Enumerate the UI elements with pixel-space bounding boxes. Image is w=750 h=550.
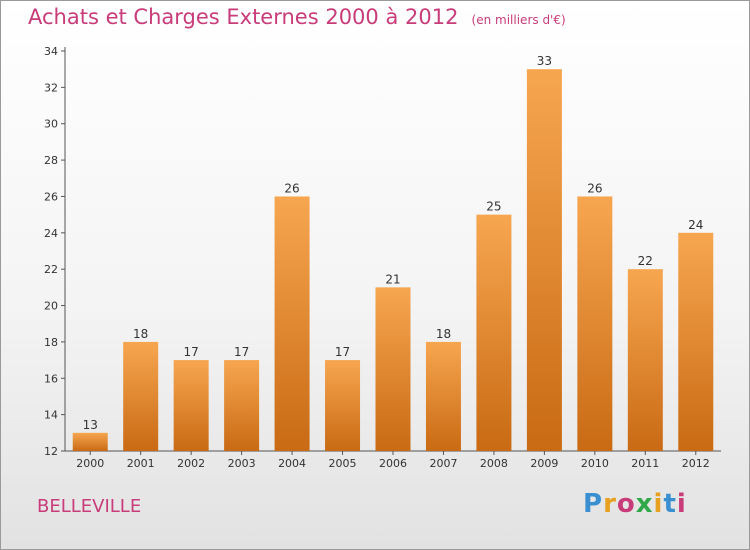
x-tick-label: 2003 [228,457,256,470]
bar [678,232,714,451]
data-label: 17 [184,345,199,359]
x-tick-label: 2000 [76,457,104,470]
y-tick-label: 26 [44,190,58,203]
y-tick-label: 34 [44,45,58,58]
x-tick-label: 2004 [278,457,306,470]
logo-letter: r [603,489,617,519]
bar [627,269,663,451]
y-tick-label: 18 [44,336,58,349]
y-tick-label: 20 [44,300,58,313]
x-tick-label: 2006 [379,457,407,470]
y-tick-label: 24 [44,227,58,240]
x-tick-label: 2011 [631,457,659,470]
axes: 12 14 16 18 20 22 24 26 28 30 32 34 2000 2001 2002 2003… [44,45,721,470]
bar [526,69,562,451]
data-label: 26 [284,181,299,195]
x-tick-label: 2001 [127,457,155,470]
data-label: 17 [234,345,249,359]
chart-subtitle: (en milliers d'€) [471,13,566,27]
y-tick-label: 30 [44,118,58,131]
chart-title: Achats et Charges Externes 2000 à 2012 [28,5,459,29]
y-tick-label: 12 [44,445,58,458]
y-tick-label: 16 [44,372,58,385]
x-tick-label: 2008 [480,457,508,470]
x-tick-label: 2012 [682,457,710,470]
y-tick-label: 28 [44,154,58,167]
y-tick-label: 14 [44,409,58,422]
x-tick-label: 2010 [581,457,609,470]
logo-letter: o [616,489,636,519]
data-label: 13 [83,418,98,432]
bars [72,69,714,451]
data-label: 17 [335,345,350,359]
logo-letter: P [583,489,604,519]
logo-letter: i [676,489,687,519]
data-label: 21 [385,272,400,286]
data-label: 33 [537,54,552,68]
data-labels: 13 18 17 17 26 17 21 18 25 33 26 22 24 [83,54,704,432]
proxiti-logo: Proxiti [583,489,687,519]
place-name: BELLEVILLE [37,496,142,517]
logo-letter: t [663,489,677,519]
data-label: 24 [688,218,703,232]
y-tick-label: 32 [44,81,58,94]
logo-letter: x [635,489,654,519]
data-label: 18 [133,327,148,341]
bar [123,341,159,451]
data-label: 18 [436,327,451,341]
data-label: 25 [486,200,501,214]
bar [375,287,411,451]
x-tick-label: 2002 [177,457,205,470]
y-tick-label: 22 [44,263,58,276]
logo-letter: i [653,489,664,519]
bar [325,360,361,451]
bar [173,360,209,451]
bar [224,360,260,451]
data-label: 26 [587,181,602,195]
x-tick-label: 2007 [429,457,457,470]
bar [577,196,613,451]
x-tick-label: 2009 [530,457,558,470]
bar [425,341,461,451]
bar [274,196,310,451]
chart-title-block: Achats et Charges Externes 2000 à 2012 (… [28,5,566,29]
bar [476,214,512,451]
x-tick-label: 2005 [329,457,357,470]
bar [72,432,108,451]
data-label: 22 [638,254,653,268]
